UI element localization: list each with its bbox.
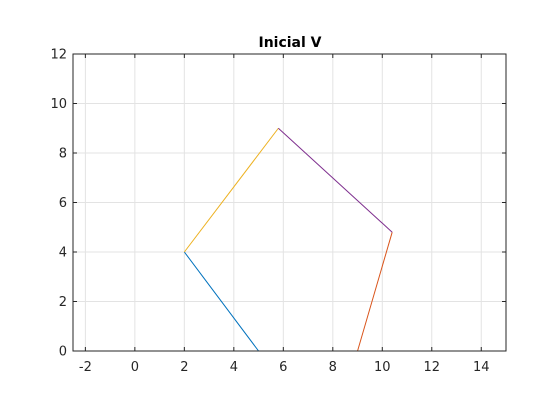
x-tick-label: 8 <box>329 360 337 375</box>
series-line <box>278 127 393 233</box>
x-tick-label: 10 <box>374 360 391 375</box>
series-line <box>183 251 259 352</box>
x-tick-label: 4 <box>230 360 238 375</box>
x-tick-label: 14 <box>473 360 490 375</box>
x-tick-label: -2 <box>79 360 92 375</box>
y-tick-label: 4 <box>59 246 67 261</box>
y-tick-label: 10 <box>50 97 67 112</box>
y-tick-label: 2 <box>59 295 67 310</box>
plot-series <box>183 127 393 352</box>
x-tick-label: 6 <box>279 360 287 375</box>
chart-title: Inicial V <box>258 35 321 51</box>
y-tick-label: 12 <box>50 48 67 63</box>
series-line <box>357 232 393 352</box>
grid-lines <box>73 53 506 352</box>
y-tick-label: 0 <box>59 345 67 360</box>
y-tick-label: 6 <box>59 196 67 211</box>
x-tick-label: 2 <box>180 360 188 375</box>
axis-ticks: -2 0 2 4 6 8 10 12 14 0 2 4 6 8 10 12 <box>50 48 506 375</box>
x-tick-label: 12 <box>423 360 440 375</box>
x-tick-label: 0 <box>131 360 139 375</box>
y-tick-label: 8 <box>59 147 67 162</box>
series-line <box>183 127 279 253</box>
